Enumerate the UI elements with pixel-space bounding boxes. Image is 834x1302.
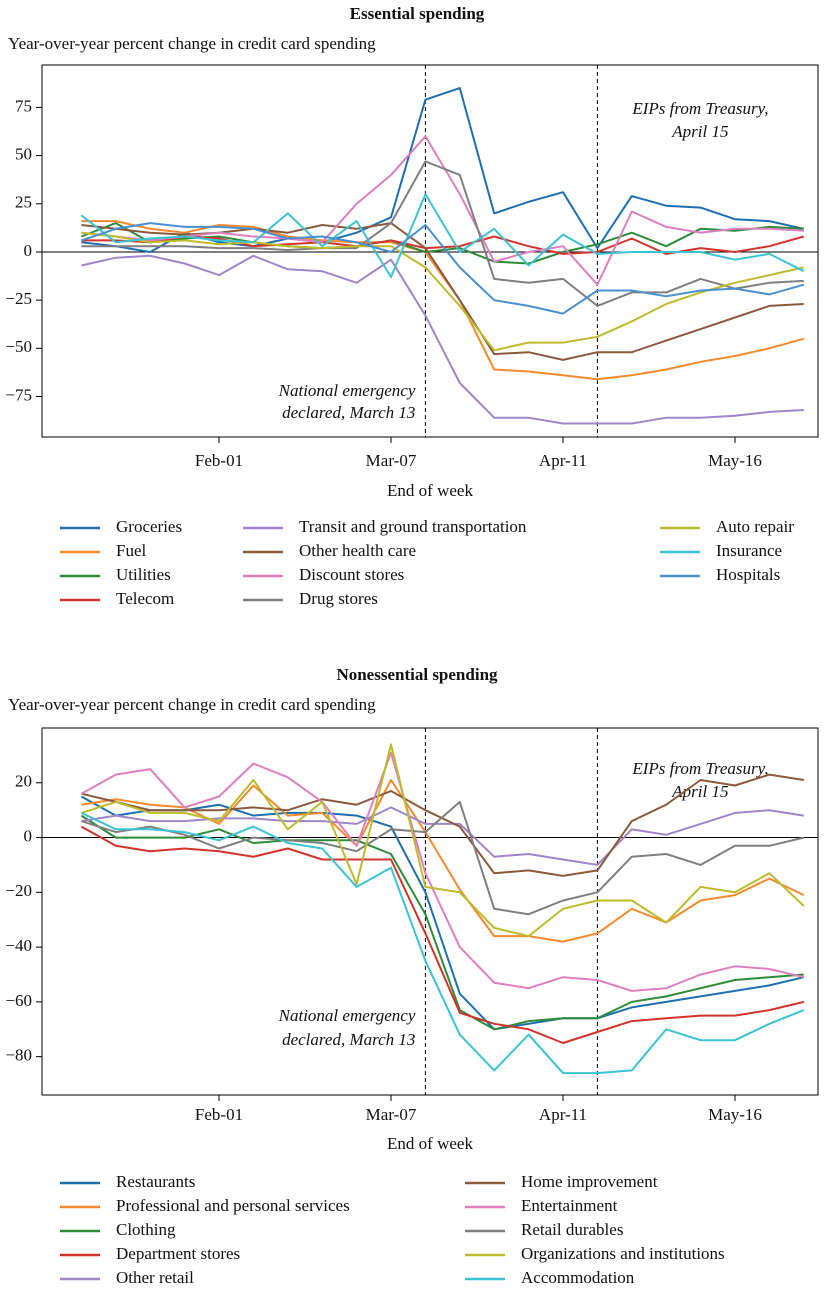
series-line [81,222,805,315]
series-line [81,222,804,265]
annotation: National emergency [278,381,416,400]
series-line [81,160,804,307]
legend-label: Fuel [116,541,147,560]
x-tick-label: May-16 [708,451,762,470]
x-tick-label: Apr-11 [539,1105,587,1124]
annotation: declared, March 13 [282,403,415,422]
legend-label: Groceries [116,517,182,536]
chart-title: Essential spending [350,4,485,23]
y-axis-title: Year-over-year percent change in credit … [8,695,376,714]
x-tick-label: May-16 [708,1105,762,1124]
series-line [80,825,805,1044]
y-tick-label: −80 [5,1046,32,1065]
annotation: April 15 [671,782,728,801]
plot-frame [41,727,819,1096]
y-tick-label: 0 [24,241,33,260]
legend-label: Accommodation [521,1268,635,1287]
series-line [80,751,805,992]
legend-label: Department stores [116,1244,240,1263]
legend-label: Drug stores [299,589,378,608]
series-line [80,795,805,1031]
series-line [81,135,804,286]
series-line [80,814,804,1031]
legend-label: Transit and ground transportation [299,517,527,536]
annotation: declared, March 13 [282,1030,415,1049]
series-line [81,800,805,916]
annotation: EIPs from Treasury, [631,99,768,118]
x-axis-title: End of week [387,1134,473,1153]
legend-label: Hospitals [716,565,780,584]
y-tick-label: −50 [5,337,32,356]
legend-label: Clothing [116,1220,176,1239]
legend-label: Retail durables [521,1220,623,1239]
legend-label: Entertainment [521,1196,618,1215]
legend-label: Professional and personal services [116,1196,350,1215]
legend-label: Organizations and institutions [521,1244,725,1263]
x-tick-label: Apr-11 [539,451,587,470]
legend-label: Other retail [116,1268,194,1287]
series-line [81,806,804,866]
series-line [81,779,805,943]
x-tick-label: Feb-01 [195,1105,243,1124]
y-tick-label: −60 [5,991,32,1010]
y-tick-label: −75 [5,385,32,404]
chart-title: Nonessential spending [336,665,498,684]
annotation: EIPs from Treasury, [631,759,768,778]
annotation: National emergency [278,1006,416,1025]
legend-label: Restaurants [116,1172,195,1191]
series-line [81,231,805,352]
y-tick-label: 0 [24,826,33,845]
series-line [81,743,805,938]
series-line [80,811,805,1075]
x-tick-label: Mar-07 [366,1105,417,1124]
y-tick-label: 50 [15,144,32,163]
y-tick-label: 20 [15,772,32,791]
legend-label: Other health care [299,541,416,560]
annotation: April 15 [671,122,728,141]
legend-label: Insurance [716,541,782,560]
series-line [81,254,804,425]
x-axis-title: End of week [387,481,473,500]
y-tick-label: −40 [5,936,32,955]
series-line [81,220,805,381]
legend-label: Telecom [116,589,174,608]
legend-label: Home improvement [521,1172,658,1191]
y-tick-label: −25 [5,289,32,308]
y-tick-label: 25 [15,193,32,212]
plot-frame [41,64,819,438]
legend-label: Discount stores [299,565,404,584]
y-axis-title: Year-over-year percent change in credit … [8,34,376,53]
legend-label: Auto repair [716,517,794,536]
legend-label: Utilities [116,565,171,584]
series-line [81,773,804,877]
y-tick-label: −20 [5,881,32,900]
x-tick-label: Feb-01 [195,451,243,470]
y-tick-label: 75 [15,96,32,115]
x-tick-label: Mar-07 [366,451,417,470]
series-line [80,193,805,278]
